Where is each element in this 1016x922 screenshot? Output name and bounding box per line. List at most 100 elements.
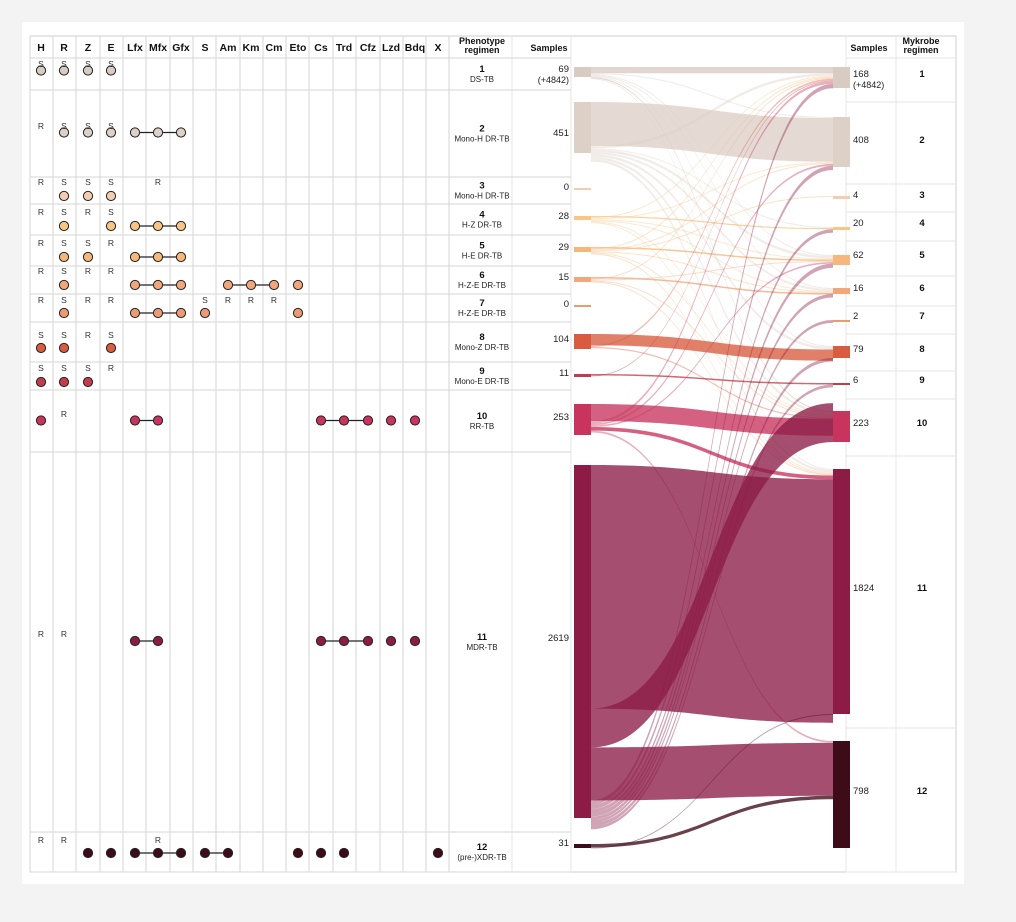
mykrobe-regimen-number: 9 — [919, 375, 924, 386]
drug-header-r: R — [60, 42, 68, 54]
susceptibility-label: R — [108, 363, 114, 373]
drug-header-e: E — [107, 42, 114, 54]
drug-dot-lfx — [129, 279, 141, 291]
drug-dot-z — [82, 251, 94, 263]
right-node-12 — [833, 741, 850, 848]
sample-count-right: 2 — [853, 311, 858, 322]
drug-dot-bdq — [409, 415, 421, 426]
mykrobe-regimen-number: 11 — [917, 583, 928, 594]
drug-dot-z — [82, 190, 94, 202]
samples-header-left: Samples — [530, 43, 567, 53]
drug-dot-gfx — [175, 127, 187, 138]
sankey-flow — [591, 75, 833, 219]
mykrobe-row-12: 798 12 — [853, 786, 927, 797]
drug-dot-lzd — [385, 415, 397, 426]
drug-dot-e — [105, 190, 117, 202]
sankey-flow — [591, 277, 833, 295]
susceptibility-label: R — [61, 835, 67, 845]
drug-dot-km — [245, 279, 257, 291]
sample-count-right: 16 — [853, 283, 864, 294]
drug-header-x: X — [434, 42, 441, 54]
drug-header-h: H — [37, 42, 45, 54]
sankey-flow — [591, 216, 833, 230]
sankey-flow — [591, 426, 833, 480]
susceptibility-label: R — [155, 177, 161, 187]
sankey-flow — [591, 81, 833, 424]
drug-dot-cfz — [362, 635, 374, 647]
drug-dot-eto — [292, 279, 304, 291]
susceptibility-label: S — [108, 207, 114, 217]
susceptibility-label: S — [61, 238, 67, 248]
susceptibility-label: S — [61, 177, 67, 187]
drug-header-mfx: Mfx — [149, 42, 167, 54]
left-node-10 — [574, 404, 591, 435]
mykrobe-row-6: 16 6 — [853, 283, 925, 294]
phenotype-row-1: S S S S 1DS-TB 69(+4842) — [35, 59, 569, 85]
drug-dot-lfx — [129, 220, 141, 232]
left-node-4 — [574, 216, 591, 220]
regimen-name: RR-TB — [470, 422, 494, 431]
sankey-flow — [591, 404, 833, 436]
regimen-name: Mono-E DR-TB — [455, 377, 510, 386]
susceptibility-label: R — [271, 295, 277, 305]
drug-dot-s — [199, 307, 211, 319]
mykrobe-row-8: 79 8 — [853, 344, 925, 355]
drug-dot-eto — [292, 307, 304, 319]
sankey-flow — [591, 247, 833, 262]
left-node-8 — [574, 334, 591, 349]
mykrobe-row-11: 1824 11 — [853, 583, 928, 594]
regimen-number: 8 — [479, 332, 484, 343]
susceptibility-label: R — [85, 295, 91, 305]
regimen-name: Mono-Z DR-TB — [455, 343, 509, 352]
drug-dot-lfx — [129, 635, 141, 647]
susceptibility-label: R — [61, 629, 67, 639]
sankey-flow — [591, 75, 833, 289]
susceptibility-label: R — [85, 330, 91, 340]
drug-dot-cs — [315, 415, 327, 426]
drug-dot-z — [82, 127, 94, 138]
sankey-flow — [591, 742, 833, 801]
phenotype-header: Phenotype — [459, 36, 505, 46]
drug-dot-lzd — [385, 635, 397, 647]
sankey-flow — [591, 263, 833, 817]
mykrobe-regimen-number: 10 — [917, 418, 928, 429]
right-node-8 — [833, 346, 850, 358]
regimen-number: 11 — [477, 632, 488, 643]
drug-header-km: Km — [243, 42, 260, 54]
drug-dot-lfx — [129, 415, 141, 426]
drug-dot-lfx — [129, 847, 141, 859]
susceptibility-label: R — [38, 629, 44, 639]
sankey-flow — [591, 221, 833, 416]
drug-dot-gfx — [175, 847, 187, 859]
phenotype-header: regimen — [464, 45, 499, 55]
sample-count-left: 69 — [558, 64, 569, 75]
sample-count-right: 408 — [853, 135, 869, 146]
right-node-6 — [833, 288, 850, 294]
susceptibility-label: S — [61, 207, 67, 217]
drug-header-cfz: Cfz — [360, 42, 376, 54]
mykrobe-header: regimen — [903, 45, 938, 55]
sample-count-left: 31 — [558, 838, 569, 849]
sankey-flow — [591, 320, 833, 823]
drug-dot-trd — [338, 635, 350, 647]
drug-dot-mfx — [152, 415, 164, 426]
sankey-flow — [591, 294, 833, 821]
left-node-12 — [574, 844, 591, 848]
susceptibility-label: R — [38, 121, 44, 131]
regimen-number: 5 — [479, 241, 485, 252]
drug-dot-mfx — [152, 251, 164, 263]
phenotype-row-4: R S R S 4H-Z DR-TB 28 — [38, 207, 569, 232]
susceptibility-label: R — [38, 295, 44, 305]
right-node-11 — [833, 469, 850, 714]
drug-dot-trd — [338, 415, 350, 426]
susceptibility-label: S — [85, 363, 91, 373]
drug-dot-x — [432, 847, 444, 859]
susceptibility-label: R — [85, 207, 91, 217]
sankey-flow — [591, 196, 833, 252]
drug-dot-e — [105, 847, 117, 859]
sankey-flow — [591, 73, 833, 149]
